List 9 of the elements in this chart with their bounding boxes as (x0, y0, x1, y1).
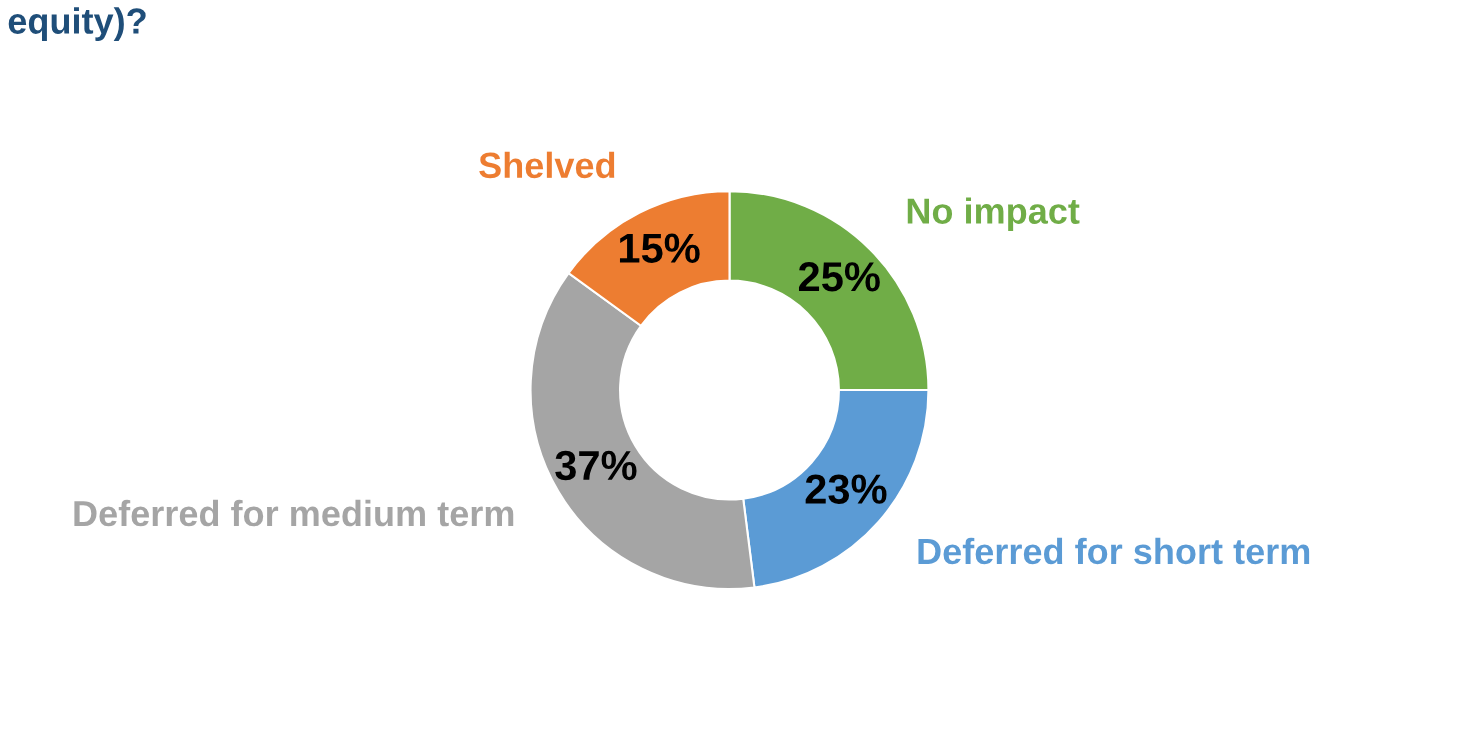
data-label: 25% (798, 262, 880, 292)
slice-label: No impact (907, 197, 1080, 232)
slice-label: Deferred for short term (918, 537, 1310, 565)
data-label: 15% (619, 233, 700, 263)
data-label: 37% (555, 450, 637, 481)
chart-title: equity)? (8, 7, 146, 42)
data-label: 23% (805, 474, 887, 504)
slice-label: Shelved (479, 151, 615, 179)
slice-label: Deferred for medium term (74, 499, 514, 527)
